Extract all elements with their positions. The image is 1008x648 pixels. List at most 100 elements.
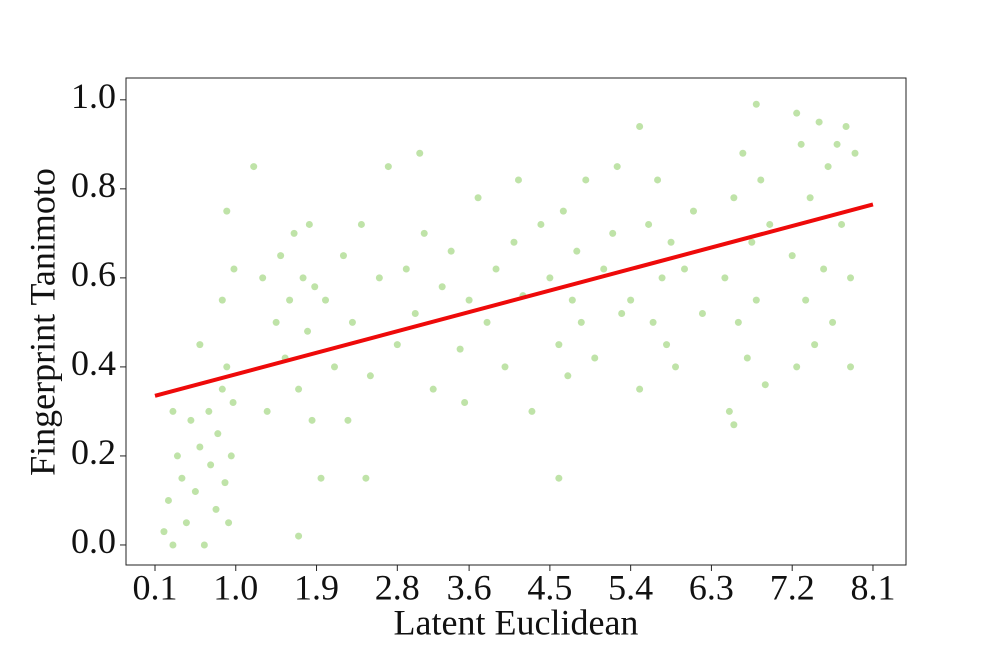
- point: [537, 220, 545, 228]
- point: [658, 274, 666, 282]
- fit-line: [154, 202, 874, 398]
- point: [820, 265, 828, 273]
- point: [842, 123, 850, 131]
- point: [577, 318, 585, 326]
- point: [420, 229, 428, 237]
- point: [357, 220, 365, 228]
- point: [304, 327, 312, 335]
- point: [752, 100, 760, 108]
- point: [730, 421, 738, 429]
- y-tick-label: 0.8: [71, 165, 116, 205]
- plot-frame: [125, 77, 907, 566]
- point: [667, 238, 675, 246]
- point: [178, 474, 186, 482]
- point: [748, 238, 756, 246]
- x-tick-label: 1.9: [294, 567, 339, 607]
- point: [169, 541, 177, 549]
- point: [447, 247, 455, 255]
- x-tick-label: 0.1: [132, 567, 177, 607]
- point: [793, 363, 801, 371]
- point: [555, 341, 563, 349]
- point: [757, 176, 765, 184]
- point: [305, 220, 313, 228]
- point: [366, 372, 374, 380]
- point: [225, 519, 233, 527]
- point: [160, 528, 168, 536]
- point: [250, 163, 258, 171]
- point: [375, 274, 383, 282]
- point: [802, 296, 810, 304]
- point: [824, 163, 832, 171]
- point: [187, 416, 195, 424]
- point: [501, 363, 509, 371]
- point: [438, 283, 446, 291]
- point: [645, 220, 653, 228]
- point: [663, 341, 671, 349]
- point: [214, 430, 222, 438]
- point: [793, 109, 801, 117]
- point: [259, 274, 267, 282]
- point: [348, 318, 356, 326]
- point: [483, 318, 491, 326]
- point: [474, 194, 482, 202]
- point: [205, 407, 213, 415]
- point: [229, 399, 237, 407]
- point: [362, 474, 370, 482]
- x-tick-label: 1.0: [213, 567, 258, 607]
- point: [559, 207, 567, 215]
- point: [227, 452, 235, 460]
- point: [546, 274, 554, 282]
- y-tick-label: 1.0: [71, 76, 116, 116]
- point: [721, 274, 729, 282]
- point: [681, 265, 689, 273]
- point: [766, 220, 774, 228]
- point: [230, 265, 238, 273]
- point: [847, 274, 855, 282]
- point: [196, 341, 204, 349]
- point: [429, 385, 437, 393]
- point: [295, 385, 303, 393]
- point: [734, 318, 742, 326]
- point: [218, 385, 226, 393]
- point: [402, 265, 410, 273]
- point: [851, 149, 859, 157]
- x-tick-label: 6.3: [689, 567, 734, 607]
- point: [173, 452, 181, 460]
- point: [492, 265, 500, 273]
- y-tick-label: 0.0: [71, 521, 116, 561]
- point: [465, 296, 473, 304]
- point: [263, 407, 271, 415]
- point: [649, 318, 657, 326]
- point: [411, 309, 419, 317]
- x-tick-label: 4.5: [527, 567, 572, 607]
- point: [207, 461, 215, 469]
- point: [636, 385, 644, 393]
- point: [384, 163, 392, 171]
- point: [196, 443, 204, 451]
- point: [815, 118, 823, 126]
- point: [223, 207, 231, 215]
- point: [573, 247, 581, 255]
- point: [164, 496, 172, 504]
- point: [806, 194, 814, 202]
- point: [618, 309, 626, 317]
- point: [847, 363, 855, 371]
- point: [528, 407, 536, 415]
- x-tick-label: 5.4: [608, 567, 653, 607]
- point: [322, 296, 330, 304]
- x-tick-label: 8.1: [850, 567, 895, 607]
- point: [838, 220, 846, 228]
- point: [829, 318, 837, 326]
- point: [223, 363, 231, 371]
- point: [308, 416, 316, 424]
- point: [191, 488, 199, 496]
- point: [299, 274, 307, 282]
- point: [600, 265, 608, 273]
- point: [739, 149, 747, 157]
- point: [555, 474, 563, 482]
- point: [609, 229, 617, 237]
- point: [627, 296, 635, 304]
- point: [833, 140, 841, 148]
- point: [221, 479, 229, 487]
